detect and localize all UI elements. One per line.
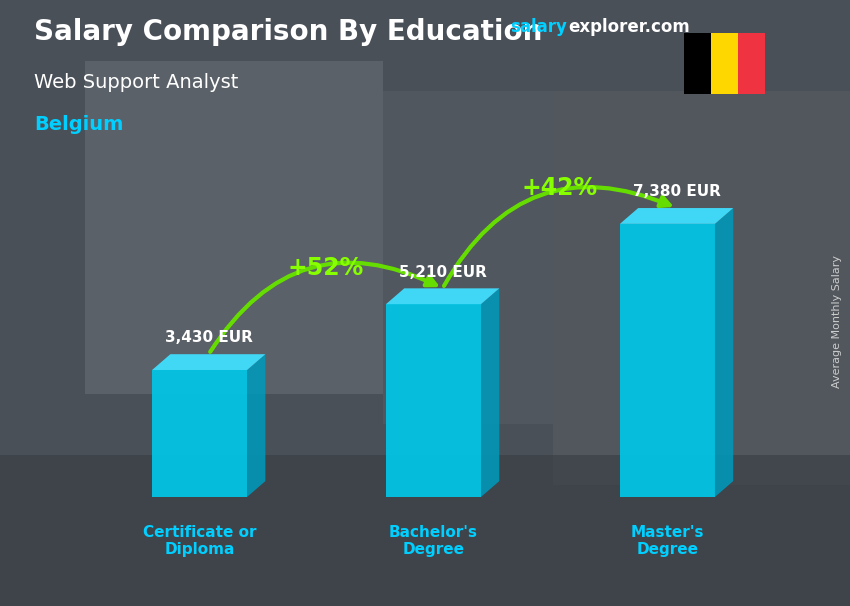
- Text: Web Support Analyst: Web Support Analyst: [34, 73, 238, 92]
- Bar: [552, 91, 850, 485]
- Polygon shape: [715, 208, 734, 497]
- Bar: [684, 33, 711, 94]
- Text: Average Monthly Salary: Average Monthly Salary: [832, 255, 842, 388]
- Polygon shape: [152, 354, 265, 370]
- Text: Belgium: Belgium: [34, 115, 123, 134]
- Text: Master's
Degree: Master's Degree: [631, 525, 704, 558]
- Text: 7,380 EUR: 7,380 EUR: [632, 184, 721, 199]
- Bar: [382, 91, 552, 424]
- Bar: [711, 33, 738, 94]
- FancyArrowPatch shape: [444, 187, 670, 286]
- Text: Certificate or
Diploma: Certificate or Diploma: [143, 525, 257, 558]
- Polygon shape: [481, 288, 499, 497]
- Text: explorer.com: explorer.com: [568, 18, 689, 36]
- Text: 3,430 EUR: 3,430 EUR: [165, 330, 252, 345]
- Text: Bachelor's
Degree: Bachelor's Degree: [389, 525, 478, 558]
- Text: Salary Comparison By Education: Salary Comparison By Education: [34, 18, 542, 46]
- Polygon shape: [620, 224, 715, 497]
- Text: +52%: +52%: [287, 256, 364, 280]
- Polygon shape: [386, 288, 499, 304]
- Polygon shape: [152, 370, 247, 497]
- Text: salary: salary: [510, 18, 567, 36]
- Bar: [0, 454, 850, 606]
- Text: +42%: +42%: [522, 176, 598, 200]
- FancyArrowPatch shape: [210, 262, 436, 352]
- Polygon shape: [620, 208, 734, 224]
- Bar: [738, 33, 765, 94]
- Polygon shape: [247, 354, 265, 497]
- Bar: [85, 61, 382, 394]
- Polygon shape: [386, 304, 481, 497]
- Text: 5,210 EUR: 5,210 EUR: [399, 265, 486, 279]
